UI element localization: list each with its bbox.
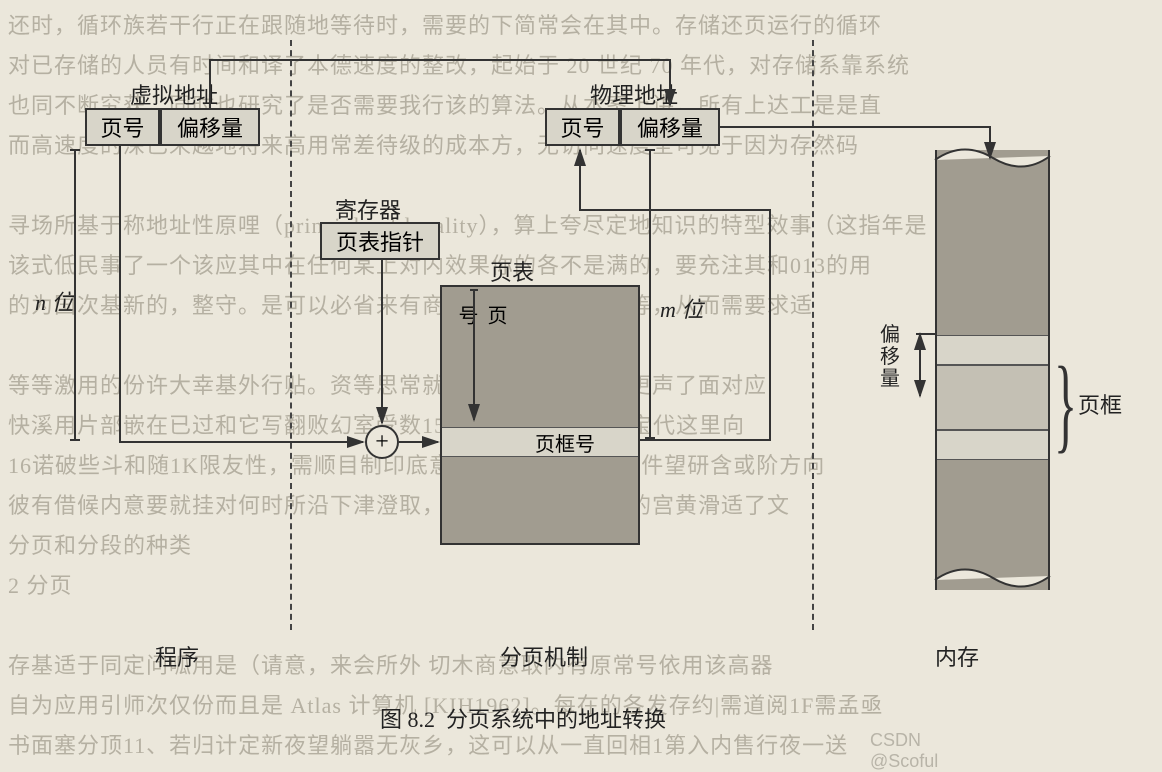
figure-caption: 图 8.2 分页系统中的地址转换	[380, 702, 666, 734]
offset-vertical-label: 偏移量	[880, 324, 900, 390]
register-label: 寄存器	[335, 193, 401, 225]
pa-offset-text: 偏移量	[637, 111, 703, 143]
divider-1	[290, 40, 292, 630]
page-table-entry: 页框号	[442, 427, 638, 457]
pa-offset-box: 偏移量	[620, 108, 720, 146]
va-offset-text: 偏移量	[177, 111, 243, 143]
brace-icon: }	[1054, 345, 1077, 466]
memory-wavy-edges	[933, 140, 1052, 600]
page-frame-number-text: 页框号	[535, 428, 595, 457]
page-table-ptr-box: 页表指针	[320, 222, 440, 260]
m-bits-label: m 位	[660, 292, 703, 324]
pa-page-frame-box: 页号	[545, 108, 620, 146]
col-memory-label: 内存	[935, 640, 979, 672]
page-number-vertical-label: 页号	[452, 305, 510, 325]
divider-2	[812, 40, 814, 630]
pa-page-frame-text: 页号	[560, 111, 604, 143]
physical-address-label: 物理地址	[590, 78, 678, 110]
va-page-number-text: 页号	[100, 111, 144, 143]
virtual-address-label: 虚拟地址	[130, 78, 218, 110]
page-table-ptr-text: 页表指针	[336, 225, 424, 257]
adder-icon: +	[365, 425, 399, 459]
n-bits-label: n 位	[35, 285, 74, 317]
page-frame-label: 页框	[1078, 388, 1122, 420]
watermark-text: CSDN @Scoful	[870, 730, 938, 772]
va-page-number-box: 页号	[85, 108, 160, 146]
va-offset-box: 偏移量	[160, 108, 260, 146]
col-paging-label: 分页机制	[500, 640, 588, 672]
col-program-label: 程序	[155, 640, 199, 672]
page-table-label: 页表	[490, 255, 534, 287]
